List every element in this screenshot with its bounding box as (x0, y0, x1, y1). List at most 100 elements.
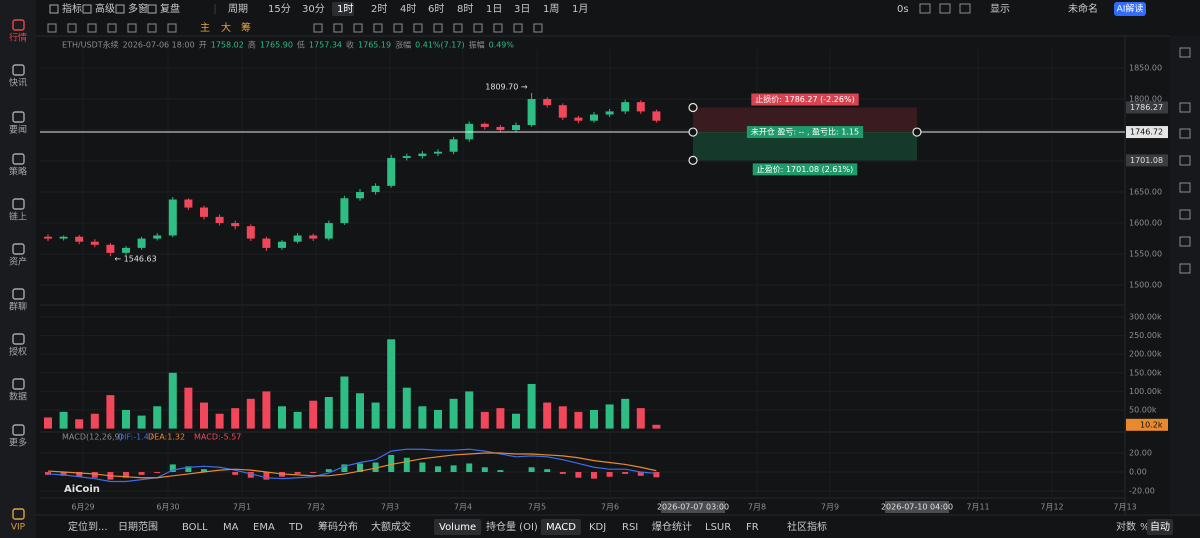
nav-label[interactable]: 授权 (9, 346, 27, 358)
top-icon[interactable] (919, 3, 931, 14)
strip-icon[interactable] (1179, 236, 1191, 247)
top-icon[interactable] (939, 3, 951, 14)
strip-icon[interactable] (1179, 263, 1191, 274)
draw-tool[interactable] (147, 23, 157, 33)
draw-tool[interactable] (513, 23, 523, 33)
indicator[interactable]: BOLL (182, 522, 208, 533)
draw-tool[interactable] (453, 23, 463, 33)
nav-icon[interactable] (12, 508, 25, 520)
strip-icon[interactable] (1179, 155, 1191, 166)
date-range[interactable]: 日期范围 (118, 520, 158, 533)
locate[interactable]: 定位到... (68, 520, 108, 533)
strip-icon[interactable] (1179, 128, 1191, 139)
indicator[interactable]: 持仓量 (OI) (486, 520, 538, 533)
indicator[interactable]: 社区指标 (787, 520, 827, 533)
toolbar-item[interactable]: 1日 (486, 4, 502, 15)
indicator[interactable]: RSI (622, 522, 638, 533)
toolbar-item[interactable]: 1月 (572, 3, 588, 15)
handle[interactable] (912, 127, 922, 137)
nav-icon[interactable] (12, 424, 25, 436)
draw-tool[interactable] (67, 23, 77, 33)
toolbar-item[interactable]: 周期 (228, 3, 248, 15)
nav-label[interactable]: 要闻 (9, 125, 27, 136)
nav-icon[interactable] (12, 378, 25, 390)
display[interactable]: 显示 (990, 3, 1010, 15)
nav-label[interactable]: 快讯 (9, 77, 27, 89)
nav-label[interactable]: 更多 (9, 437, 27, 449)
draw-tool[interactable] (167, 23, 177, 33)
indicator[interactable]: 爆仓统计 (652, 520, 692, 533)
axis-option[interactable]: 自动 (1150, 520, 1170, 533)
toolbar-item[interactable]: 3日 (514, 4, 530, 15)
nav-label[interactable]: 策略 (9, 166, 27, 178)
toolbar-item[interactable]: 指标 (62, 2, 82, 15)
indicator[interactable]: KDJ (589, 522, 606, 533)
nav-icon[interactable] (12, 64, 25, 76)
axis-option[interactable]: % (1140, 522, 1150, 533)
draw-tool[interactable] (333, 23, 343, 33)
nav-icon[interactable] (12, 153, 25, 165)
toolbar-item[interactable]: 15分 (268, 3, 291, 15)
indicator[interactable]: 大额成交 (371, 520, 411, 533)
draw-tool[interactable] (87, 23, 97, 33)
draw-tool[interactable] (533, 23, 543, 33)
toolbar-item[interactable]: 多窗 (128, 2, 148, 15)
indicator[interactable]: MACD (546, 522, 576, 533)
tool-toggle[interactable]: 主 (200, 22, 210, 34)
indicator[interactable]: MA (223, 522, 239, 533)
strip-icon[interactable] (1179, 182, 1191, 193)
top-icon[interactable] (959, 3, 971, 14)
draw-tool[interactable] (473, 23, 483, 33)
nav-icon[interactable] (12, 288, 25, 300)
draw-tool[interactable] (107, 23, 117, 33)
nav-label[interactable]: 数据 (9, 391, 27, 403)
draw-tool[interactable] (413, 23, 423, 33)
strip-icon[interactable] (1179, 102, 1191, 113)
handle[interactable] (688, 127, 698, 137)
strip-icon[interactable] (1179, 47, 1191, 58)
toolbar-item[interactable]: 1周 (543, 3, 559, 15)
toolbar-item[interactable]: 8时 (457, 3, 473, 15)
toolbar-item[interactable]: 高级 (95, 2, 115, 15)
toolbar-item[interactable]: 复盘 (160, 2, 180, 15)
ai-label[interactable]: AI解读 (1117, 3, 1144, 15)
nav-icon[interactable] (12, 19, 25, 31)
toolbar-item[interactable]: 6时 (428, 3, 444, 15)
draw-tool[interactable] (393, 23, 403, 33)
indicator[interactable]: TD (288, 522, 303, 533)
nav-icon[interactable] (12, 333, 25, 345)
indicator[interactable]: 筹码分布 (318, 520, 358, 533)
handle[interactable] (688, 155, 698, 165)
nav-label[interactable]: VIP (11, 523, 26, 533)
nav-label[interactable]: 行情 (9, 32, 27, 44)
nav-icon[interactable] (12, 243, 25, 255)
handle[interactable] (688, 102, 698, 113)
indicator[interactable]: EMA (253, 522, 275, 533)
ai-button[interactable] (1114, 2, 1146, 16)
draw-tool[interactable] (493, 23, 503, 33)
draw-tool[interactable] (353, 23, 363, 33)
draw-tool[interactable] (47, 23, 57, 33)
draw-tool[interactable] (373, 23, 383, 33)
nav-icon[interactable] (12, 111, 25, 123)
toolbar-item[interactable]: 4时 (400, 3, 416, 15)
nav-label[interactable]: 群聊 (9, 301, 27, 313)
indicator[interactable]: FR (746, 522, 759, 533)
tool-toggle[interactable]: 筹 (241, 21, 251, 34)
tool-toggle[interactable]: 大 (221, 21, 231, 34)
draw-tool[interactable] (433, 23, 443, 33)
draw-tool[interactable] (313, 23, 323, 33)
strip-icon[interactable] (1179, 209, 1191, 220)
indicator[interactable]: Volume (439, 522, 476, 533)
layout-name[interactable]: 未命名 (1068, 2, 1098, 15)
toolbar-item[interactable]: 30分 (302, 3, 325, 15)
toolbar-item[interactable]: 1时 (337, 3, 353, 15)
toolbar-item[interactable]: 2时 (371, 3, 387, 15)
x-tick-label: 7月9 (821, 503, 839, 512)
nav-label[interactable]: 资产 (9, 256, 27, 268)
axis-option[interactable]: 对数 (1116, 520, 1136, 533)
nav-icon[interactable] (12, 198, 25, 210)
indicator[interactable]: LSUR (705, 522, 731, 533)
draw-tool[interactable] (127, 23, 137, 33)
nav-label[interactable]: 链上 (9, 211, 27, 223)
